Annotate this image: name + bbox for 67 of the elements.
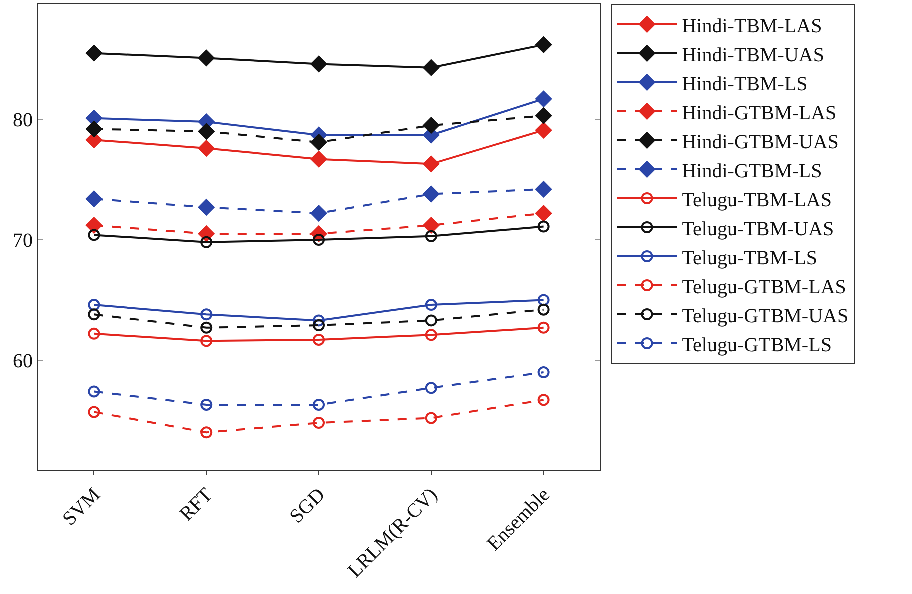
point	[423, 217, 440, 234]
point	[198, 123, 215, 140]
point	[538, 304, 550, 316]
point	[313, 314, 325, 327]
point	[200, 308, 213, 321]
point	[310, 151, 328, 168]
y-tick-label: 60	[13, 350, 33, 372]
legend-label: Hindi-TBM-UAS	[682, 44, 824, 66]
point	[198, 199, 215, 216]
point	[310, 134, 328, 151]
legend-label: Telugu-TBM-LS	[682, 247, 818, 270]
point	[425, 329, 438, 342]
legend-label: Hindi-GTBM-LAS	[682, 102, 837, 124]
point	[425, 299, 438, 312]
point	[425, 230, 438, 242]
point	[538, 220, 550, 233]
legend-label: Telugu-GTBM-UAS	[682, 305, 849, 328]
legend-label: Hindi-GTBM-UAS	[682, 131, 839, 154]
point	[200, 398, 213, 411]
point	[536, 181, 552, 198]
y-tick-label: 70	[13, 230, 33, 252]
point	[86, 190, 102, 208]
point	[198, 50, 215, 66]
legend-label: Telugu-GTBM-LAS	[682, 276, 846, 298]
point	[310, 205, 328, 222]
point	[313, 417, 325, 430]
point	[200, 236, 213, 248]
x-tick-label: SGD	[286, 484, 330, 528]
point	[536, 122, 552, 139]
point	[88, 406, 100, 418]
point	[536, 205, 552, 222]
point	[536, 36, 552, 54]
point	[423, 186, 440, 202]
point	[425, 314, 438, 327]
point	[538, 394, 550, 406]
legend-label: Hindi-TBM-LS	[682, 73, 808, 96]
point	[538, 366, 550, 378]
point	[310, 56, 328, 72]
point	[425, 382, 438, 394]
legend-label: Telugu-TBM-UAS	[682, 218, 834, 240]
point	[88, 308, 100, 321]
point	[425, 412, 438, 424]
legend-label: Hindi-TBM-LAS	[682, 15, 822, 38]
point	[200, 322, 213, 334]
point	[86, 121, 102, 138]
point	[313, 334, 325, 346]
point	[536, 90, 552, 108]
legend-label: Telugu-GTBM-LS	[682, 334, 832, 356]
point	[538, 294, 550, 306]
point	[423, 117, 440, 134]
point	[313, 398, 325, 411]
point	[198, 140, 215, 157]
point	[88, 328, 100, 340]
legend-label: Hindi-GTBM-LS	[682, 160, 822, 182]
point	[313, 320, 325, 332]
point	[88, 229, 100, 242]
point	[538, 322, 550, 334]
point	[536, 108, 552, 124]
point	[86, 45, 102, 62]
point	[200, 426, 213, 439]
point	[423, 60, 440, 76]
point	[88, 299, 100, 312]
point	[200, 335, 213, 348]
y-tick-label: 80	[13, 110, 33, 132]
point	[88, 386, 100, 398]
point	[423, 156, 440, 172]
legend-label: Telugu-TBM-LAS	[682, 189, 832, 212]
